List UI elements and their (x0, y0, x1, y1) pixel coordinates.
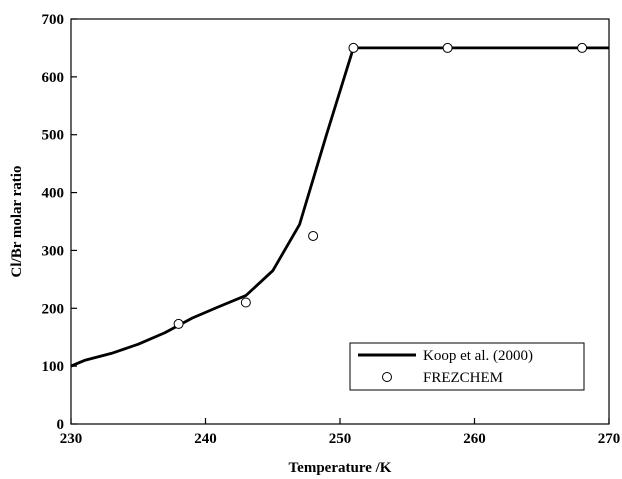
y-tick-label: 200 (42, 301, 65, 317)
frezchem-point (442, 42, 453, 53)
series-layer (70, 42, 609, 368)
frezchem-point (308, 230, 319, 241)
y-tick-label: 500 (42, 128, 65, 144)
y-tick-label: 300 (42, 243, 65, 259)
y-tick-label: 600 (42, 70, 65, 86)
y-tick-label: 700 (42, 12, 65, 28)
frezchem-point (173, 318, 184, 329)
y-tick-label: 0 (57, 417, 65, 433)
x-axis: 230 240 250 260 270 (60, 418, 621, 447)
frezchem-point (240, 297, 251, 308)
x-axis-title: Temperature /K (289, 460, 392, 476)
legend-label-koop: Koop et al. (2000) (423, 348, 533, 364)
legend-circle-swatch (382, 372, 392, 382)
x-tick-label: 270 (598, 431, 621, 447)
legend: Koop et al. (2000) FREZCHEM (349, 342, 585, 391)
frezchem-point (348, 42, 359, 53)
koop-line (70, 46, 609, 368)
legend-label-frezchem: FREZCHEM (423, 370, 503, 386)
y-axis-title: Cl/Br molar ratio (9, 166, 25, 278)
frezchem-point (577, 42, 588, 53)
x-tick-label: 230 (60, 431, 83, 447)
x-tick-label: 240 (194, 431, 217, 447)
y-axis: 0 100 200 300 400 500 600 700 (42, 12, 77, 433)
x-tick-label: 260 (463, 431, 486, 447)
y-tick-label: 400 (42, 186, 65, 202)
y-tick-label: 100 (42, 359, 65, 375)
x-tick-label: 250 (329, 431, 352, 447)
